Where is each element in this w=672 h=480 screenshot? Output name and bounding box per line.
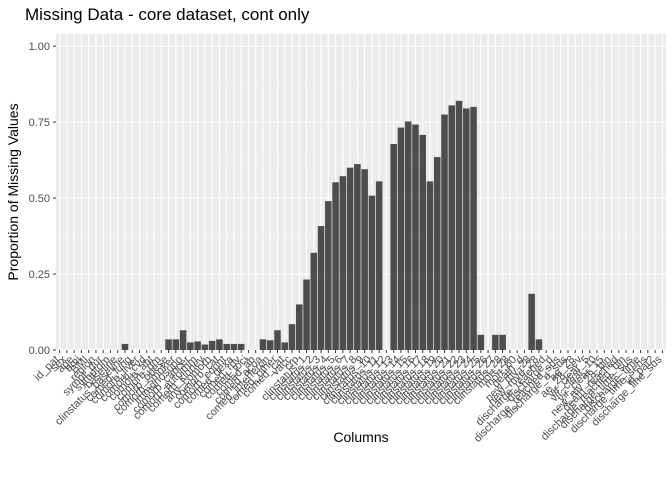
y-axis-ticks: 0.00 0.25 0.50 0.75 1.00 [29,41,56,357]
x-axis-title: Columns [333,429,388,445]
bar-clinstatus_23 [463,108,470,350]
bar-comorb_smoker [172,339,180,350]
bar-comorb_obese [165,339,172,350]
x-axis-ticks: id_patsexagebmiBMIregionsympt_dursymptom… [32,350,665,445]
bar-comed_dexa [230,343,238,350]
bar-clinstatus_14 [397,127,405,350]
y-tick-label: 0.50 [29,193,50,205]
bar-immunosupp [179,330,187,350]
gridlines [56,34,666,351]
bar-clinstatus_baseline [121,343,129,350]
bar-clinstatus_25 [477,334,485,350]
bar-clinstatus_9 [361,169,368,350]
bar-clinstatus_16 [412,124,419,350]
y-axis-title: Proportion of Missing Values [5,103,21,280]
bar-clinstatus_28 [499,334,506,350]
bar-clinstatus_5 [332,182,339,350]
bar-clinstatus_13 [390,143,397,350]
bar-clinstatus_7 [346,167,354,350]
bar-comorb_kidney [201,344,209,350]
bar-clinstatus_27 [492,334,499,350]
y-tick-label: 0.00 [29,345,50,357]
y-tick-label: 0.75 [29,117,50,129]
bar-clinstatus_21 [448,105,456,351]
bar-clinstatus_6 [339,176,347,350]
bar-clinstatus_19 [433,157,441,350]
bar-clinstatus_4 [325,201,332,350]
bar-any_comorb [208,340,216,350]
bar-clinstatus_1 [303,279,310,350]
bar-clinstatus_17 [419,134,426,350]
bar-clinstatus_10 [368,195,376,350]
bar-clinstatus_18 [426,181,434,350]
bar-comed_cat [281,342,289,350]
bar-clinstatus_11 [375,181,383,350]
bar-clinstatus_22 [455,100,463,350]
bar-comed_acoa [259,339,267,350]
bar-clinstatus_20 [441,114,448,351]
bar-vacc [288,324,296,350]
y-tick-label: 1.00 [29,41,50,53]
bar-clinstatus_3 [317,226,325,350]
bar-comed_rdv [237,343,245,350]
bar-clinstatus_15 [404,121,412,350]
plot-panel [56,34,666,350]
bar-new_mv_28 [528,293,535,350]
bar-new_mvd_28 [535,339,543,350]
y-tick-label: 0.25 [29,269,50,281]
bar-comed_other [274,330,281,350]
bar-crp [296,304,303,350]
bar-clinstatus_2 [310,252,318,350]
bar-clinstatus_24 [470,106,477,350]
bar-comorb_cat [216,339,223,350]
bar-comorb_count [223,343,230,350]
bars [121,100,543,351]
bar-comorb_cancer [187,342,194,350]
bar-comorb_autoimm [194,341,201,350]
chart-title: Missing Data - core dataset, cont only [25,5,310,24]
bar-comed_interferon [266,340,274,350]
bar-clinstatus_8 [354,164,361,350]
